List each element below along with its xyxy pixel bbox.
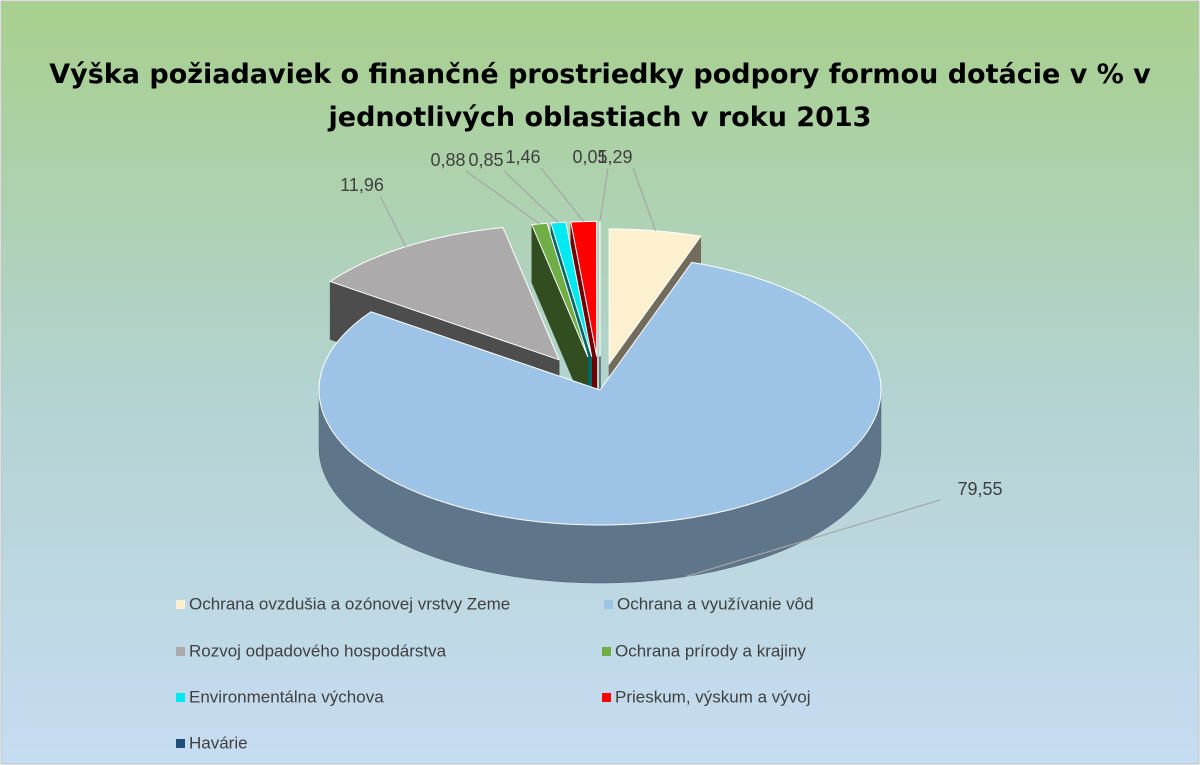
- leader-line: [632, 167, 657, 232]
- data-label: 11,96: [340, 175, 384, 195]
- legend-label: Prieskum, výskum a vývoj: [615, 687, 811, 706]
- legend-label: Ochrana a využívanie vôd: [617, 594, 814, 613]
- legend-swatch: [176, 600, 185, 609]
- data-label: 79,55: [957, 479, 1002, 499]
- legend-swatch: [602, 647, 611, 656]
- slice: [570, 220, 598, 357]
- slice: [608, 228, 702, 366]
- legend-label: Ochrana ovzdušia a ozónovej vrstvy Zeme: [189, 594, 510, 613]
- slice: [550, 221, 593, 357]
- leader-line: [503, 170, 559, 223]
- legend-label: Environmentálna výchova: [189, 687, 384, 706]
- legend-swatch: [604, 600, 613, 609]
- chart-title: Výška požiadaviek o finančné prostriedky…: [49, 59, 1151, 133]
- data-label: 5,29: [597, 147, 632, 167]
- legend-label: Havárie: [189, 733, 248, 752]
- data-label: 1,46: [505, 147, 540, 167]
- legend-swatch: [176, 739, 185, 748]
- leader-line: [685, 499, 941, 578]
- leader-line: [540, 167, 585, 222]
- leader-line: [599, 167, 609, 222]
- leader-line: [379, 195, 407, 247]
- leader-line: [465, 170, 540, 225]
- legend-swatch: [176, 647, 185, 656]
- legend-swatch: [176, 693, 185, 702]
- legend-label: Rozvoj odpadového hospodárstva: [189, 641, 447, 660]
- slice: [318, 261, 882, 526]
- data-label: 0,88: [430, 150, 465, 170]
- legend-label: Ochrana prírody a krajiny: [615, 641, 806, 660]
- data-label: 0,85: [468, 150, 503, 170]
- legend-swatch: [602, 693, 611, 702]
- data-label: 0,01: [572, 147, 607, 167]
